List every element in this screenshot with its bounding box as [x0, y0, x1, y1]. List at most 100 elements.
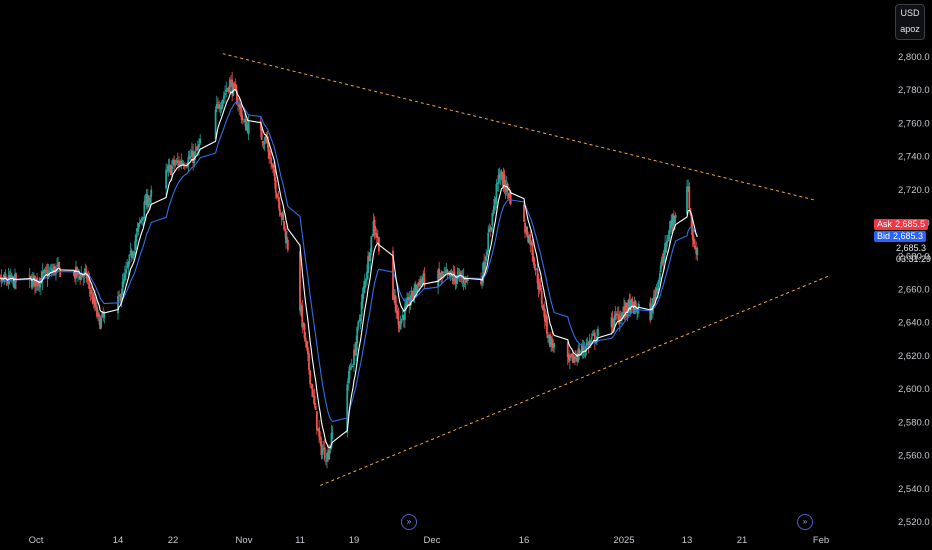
candle [496, 182, 499, 192]
candle-body [444, 271, 447, 273]
candle-body [454, 276, 457, 284]
candle-body [0, 276, 3, 283]
candle [351, 363, 354, 368]
candle [549, 332, 551, 348]
currency-unit-selector[interactable]: USD apoz [895, 4, 925, 40]
candle-body [366, 271, 368, 280]
candle-body [533, 259, 536, 269]
candle-body [75, 266, 77, 279]
candle-body [537, 281, 540, 290]
candle [222, 91, 225, 104]
candle-body [360, 301, 363, 317]
candle [355, 335, 358, 361]
price-tick-label: 2,600.0 [898, 384, 930, 395]
candle-body [181, 162, 184, 165]
candle [173, 155, 176, 172]
candle [546, 310, 548, 338]
candle-body [143, 201, 146, 219]
candle [44, 266, 47, 276]
candle [504, 180, 507, 200]
candle [37, 281, 40, 291]
candle [590, 333, 593, 345]
candle-body [568, 355, 571, 361]
candle-body [592, 333, 595, 335]
candle [501, 171, 504, 186]
time-tick-label: 11 [295, 535, 305, 546]
candle-body [170, 165, 173, 174]
candle-body [82, 276, 85, 278]
candle-body [508, 192, 511, 198]
candle-body [233, 83, 236, 86]
candle [284, 228, 286, 239]
candle-body [502, 174, 505, 185]
candle [397, 307, 400, 333]
time-scale[interactable]: Oct 14 22 Nov 11 19 Dec 16 2025 13 21 Feb [29, 535, 830, 546]
candle [241, 114, 244, 125]
candle [486, 250, 489, 258]
trendline-lower[interactable] [320, 275, 829, 486]
bid-price-tag: Bid 2,685.3 [874, 231, 927, 242]
candle [357, 320, 360, 331]
candle-body [302, 323, 305, 327]
candle-body [169, 165, 172, 175]
candle [127, 261, 130, 276]
candle-body [260, 129, 263, 140]
candle [131, 250, 134, 260]
candle [232, 81, 235, 97]
candle [362, 280, 365, 300]
candle [422, 270, 425, 283]
candle-body [597, 328, 599, 336]
candle-body [412, 294, 415, 298]
candle-body [198, 143, 200, 148]
jump-to-realtime-icon[interactable]: » [797, 514, 813, 530]
candle [42, 269, 45, 279]
price-tick-label: 2,660.0 [898, 285, 930, 296]
candle [15, 272, 17, 290]
candle-body [240, 109, 243, 121]
candle [38, 276, 41, 292]
candle [221, 98, 224, 110]
candle [240, 103, 243, 124]
candle [30, 273, 33, 290]
candle [174, 159, 177, 168]
candle-body [304, 337, 307, 341]
bid-label: Bid [877, 231, 891, 241]
candle-body [663, 254, 666, 258]
price-scale[interactable]: 2,800.02,780.02,760.02,740.02,720.02,700… [898, 52, 930, 528]
trendline-upper[interactable] [222, 53, 814, 201]
candle-body [89, 290, 92, 294]
candle-body [28, 275, 31, 281]
candle-body [244, 119, 246, 122]
candle-body [501, 172, 504, 186]
candle [354, 342, 356, 357]
candle-body [491, 213, 494, 226]
candle-body [57, 263, 59, 267]
candle-body [230, 80, 232, 81]
candle-body [443, 271, 446, 273]
jump-to-realtime-icon[interactable]: » [401, 514, 417, 530]
candle-body [373, 219, 376, 232]
candle-body [660, 259, 663, 265]
candle-body [228, 79, 231, 93]
candle [233, 81, 236, 91]
ask-value: 2,685.5 [895, 219, 926, 229]
candle [370, 236, 373, 256]
candle-body [330, 432, 333, 448]
candle-body [535, 268, 538, 270]
candle-body [499, 178, 502, 179]
candle [619, 310, 622, 321]
candle-body [503, 174, 506, 187]
candle [226, 87, 229, 92]
candle-body [526, 226, 529, 237]
candle-body [591, 334, 594, 336]
candle [587, 341, 590, 354]
price-tick-label: 2,760.0 [898, 118, 930, 129]
candle [393, 288, 395, 303]
candle-body [650, 305, 653, 320]
candle-body [669, 227, 672, 229]
candle [585, 338, 588, 356]
candle-body [127, 262, 130, 268]
candle [51, 263, 54, 276]
candle [318, 420, 321, 444]
